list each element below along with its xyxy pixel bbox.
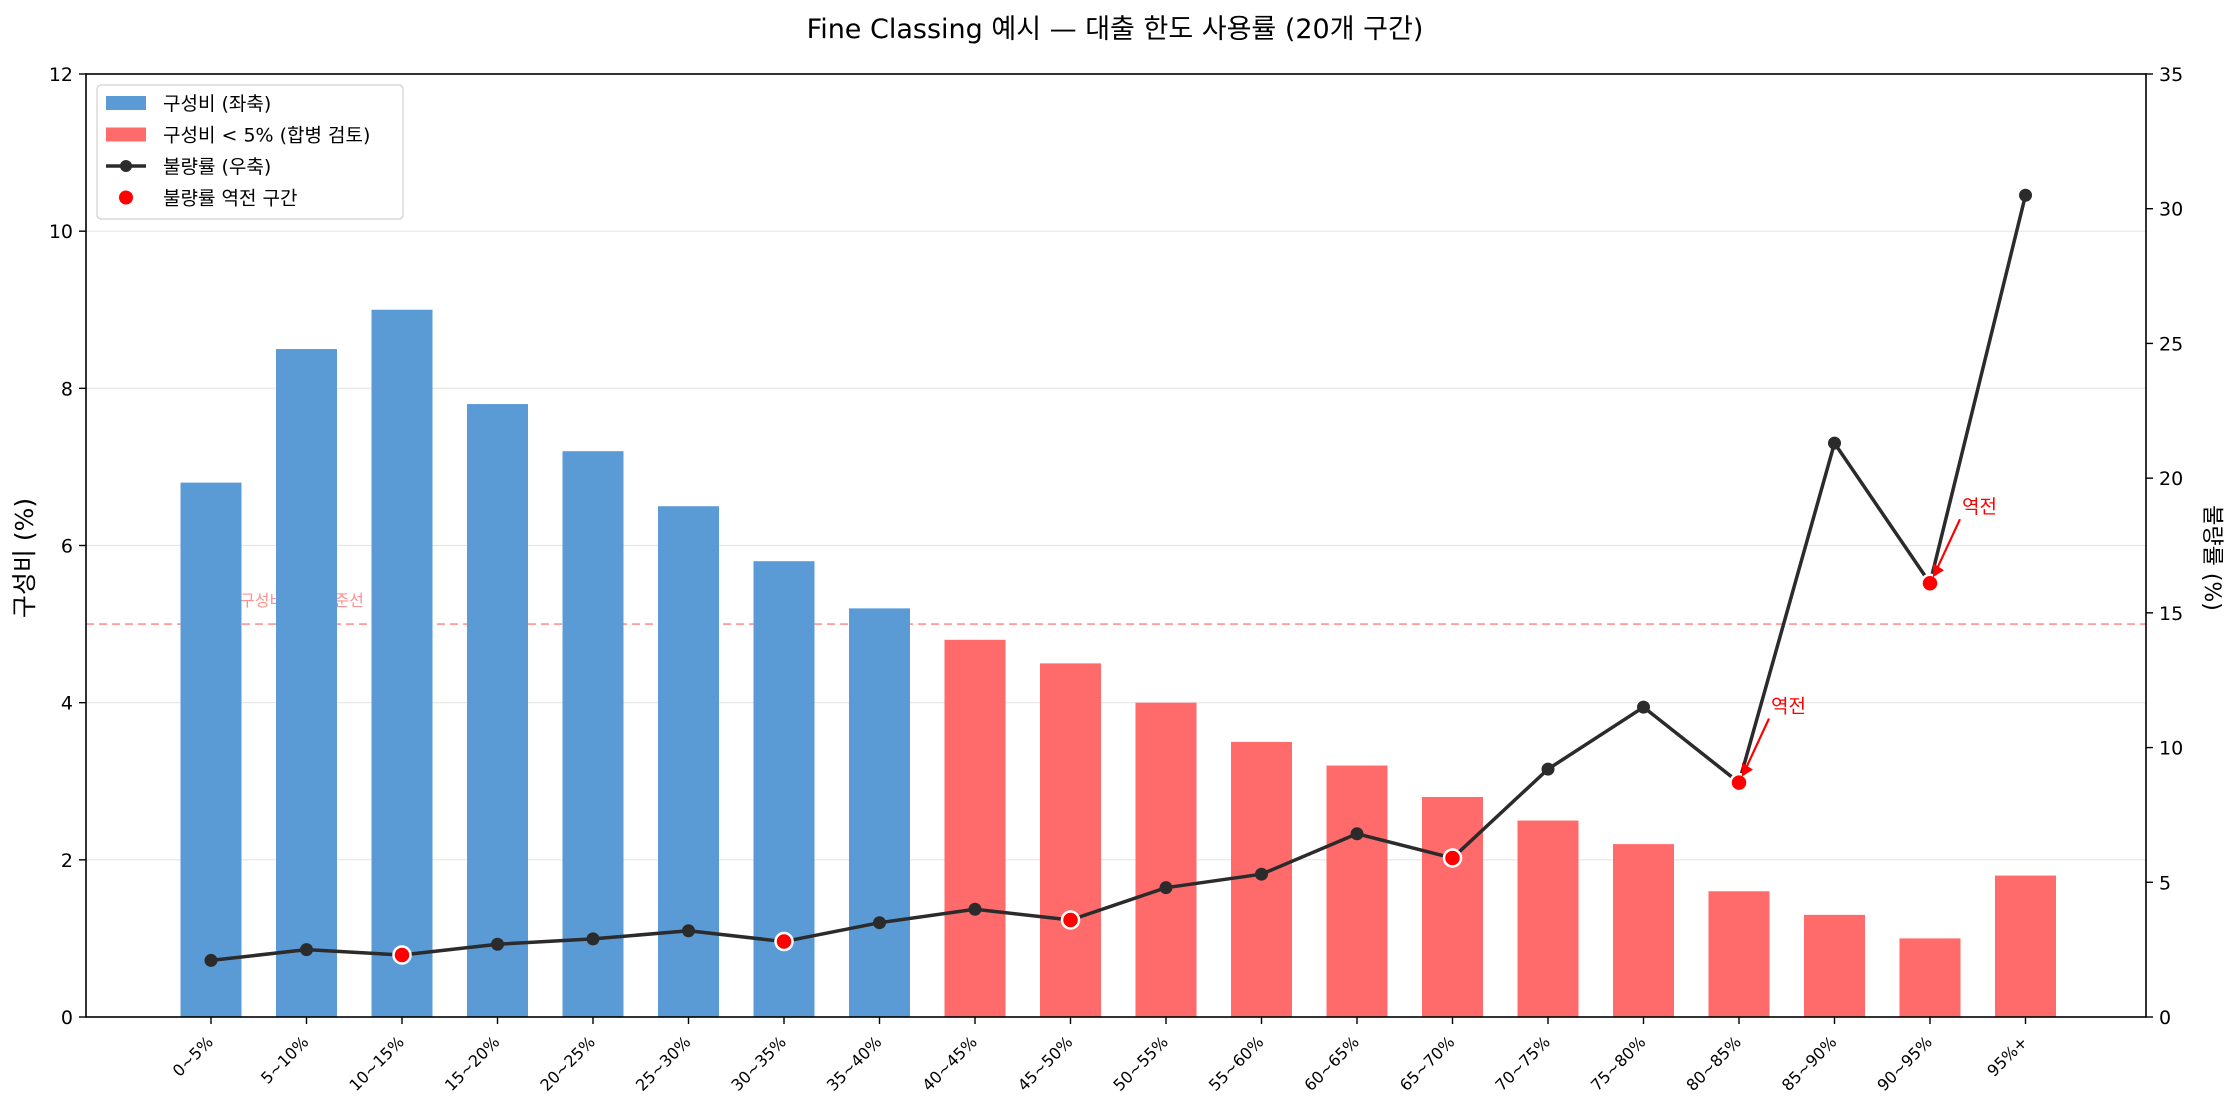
- bar: [1517, 820, 1579, 1017]
- x-tick-label: 65~70%: [1396, 1032, 1458, 1094]
- reversal-point: [1729, 772, 1749, 793]
- x-tick-label: 30~35%: [727, 1032, 789, 1094]
- y2-tick-label: 35: [2159, 64, 2183, 86]
- legend-swatch-marker: [120, 160, 132, 172]
- bar: [1040, 663, 1101, 1017]
- reversal-point: [392, 945, 412, 965]
- x-tick-label: 85~90%: [1778, 1032, 1840, 1094]
- y2-tick-label: 5: [2159, 872, 2171, 894]
- y2-tick-label: 10: [2159, 738, 2183, 760]
- reversal-point: [774, 931, 794, 952]
- y-tick-label: 8: [61, 378, 73, 400]
- bar: [467, 404, 528, 1017]
- bar: [371, 309, 433, 1017]
- legend: 구성비 (좌축) 구성비 < 5% (합병 검토) 불량률 (우축) 불량률 역전 구…: [96, 84, 404, 220]
- x-tick-label: 25~30%: [632, 1032, 694, 1094]
- bar: [1422, 796, 1483, 1017]
- y-tick-label: 12: [49, 64, 73, 86]
- x-tick-label: 0~5%: [169, 1032, 217, 1080]
- x-tick-label: 80~85%: [1682, 1032, 1744, 1094]
- bar: [944, 639, 1006, 1017]
- reversal-point: [1060, 910, 1081, 930]
- x-tick-label: 50~55%: [1109, 1032, 1171, 1094]
- default-rate-point: [1255, 867, 1268, 881]
- bar: [180, 482, 242, 1018]
- default-rate-point: [1350, 827, 1364, 841]
- legend-swatch-point: [119, 190, 133, 205]
- x-tick-label: 70~75%: [1491, 1032, 1553, 1094]
- legend-label: 구성비 (좌축): [163, 93, 271, 115]
- y2-tick-label: 30: [2159, 199, 2183, 221]
- default-rate-point: [1828, 436, 1841, 450]
- x-tick-label: 10~15%: [345, 1032, 407, 1094]
- y-axis-left-label: 구성비 (%): [10, 498, 39, 618]
- bar-series: [180, 309, 2056, 1018]
- default-rate-point: [1541, 762, 1555, 776]
- legend-box: [96, 84, 404, 220]
- y2-tick-label: 0: [2159, 1007, 2171, 1029]
- y-axis-right-label: 불량률 (%): [2199, 505, 2224, 611]
- default-rate-line: [210, 194, 2028, 963]
- x-tick-label: 15~20%: [441, 1032, 503, 1094]
- x-tick-label: 90~95%: [1873, 1032, 1935, 1094]
- default-rate-point: [1637, 700, 1650, 714]
- default-rate-series: [204, 188, 2032, 967]
- y-tick-label: 6: [61, 536, 73, 558]
- bar: [849, 608, 910, 1017]
- default-rate-point: [586, 932, 600, 946]
- y2-tick-label: 25: [2159, 333, 2183, 355]
- bar: [1326, 765, 1388, 1017]
- legend-swatch: [106, 96, 146, 110]
- default-rate-point: [1159, 881, 1173, 895]
- default-rate-point: [204, 953, 218, 967]
- bar: [1708, 891, 1770, 1017]
- x-tick-label: 45~50%: [1014, 1032, 1076, 1094]
- bar: [1804, 914, 1865, 1017]
- default-rate-point: [968, 902, 982, 916]
- default-rate-point: [2019, 188, 2032, 202]
- bar: [1995, 875, 2056, 1017]
- x-tick-label: 55~60%: [1205, 1032, 1267, 1094]
- annotation-arrowhead: [1742, 762, 1753, 777]
- annotation-label: 역전: [1962, 496, 1997, 518]
- x-tick-label: 35~40%: [823, 1032, 885, 1094]
- chart-title: Fine Classing 예시 — 대출 한도 사용률 (20개 구간): [807, 14, 1424, 45]
- annotation-arrow: [1933, 518, 1961, 576]
- default-rate-point: [873, 916, 886, 930]
- x-tick-label: 95%+: [1983, 1032, 2031, 1080]
- x-tick-label: 40~45%: [918, 1032, 980, 1094]
- bar: [1135, 702, 1197, 1017]
- x-tick-label: 75~80%: [1587, 1032, 1649, 1094]
- bar: [276, 349, 337, 1018]
- legend-label: 불량률 역전 구간: [163, 188, 297, 210]
- annotation-label: 역전: [1771, 696, 1806, 718]
- legend-label: 구성비 < 5% (합병 검토): [163, 125, 370, 147]
- y-tick-label: 2: [61, 850, 73, 872]
- default-rate-point: [682, 924, 695, 938]
- reversal-point: [1920, 573, 1940, 593]
- default-rate-point: [300, 943, 313, 957]
- x-tick-label: 20~25%: [536, 1032, 598, 1094]
- y2-tick-label: 15: [2159, 603, 2183, 625]
- legend-swatch: [106, 127, 146, 142]
- x-tick-label: 5~10%: [257, 1032, 312, 1087]
- default-rate-point: [491, 937, 504, 951]
- y-tick-label: 4: [61, 693, 73, 715]
- annotation-arrowhead: [1933, 563, 1944, 578]
- reversal-point: [1442, 848, 1463, 868]
- x-tick-label: 60~65%: [1300, 1032, 1362, 1094]
- y-tick-label: 0: [61, 1007, 73, 1029]
- y-tick-label: 10: [49, 221, 73, 243]
- bar: [1899, 938, 1961, 1017]
- bar: [658, 506, 719, 1017]
- y2-tick-label: 20: [2159, 468, 2183, 490]
- bar: [562, 451, 624, 1017]
- bar: [1613, 844, 1674, 1017]
- annotation-arrow: [1742, 718, 1770, 776]
- legend-label: 불량률 (우축): [163, 156, 271, 178]
